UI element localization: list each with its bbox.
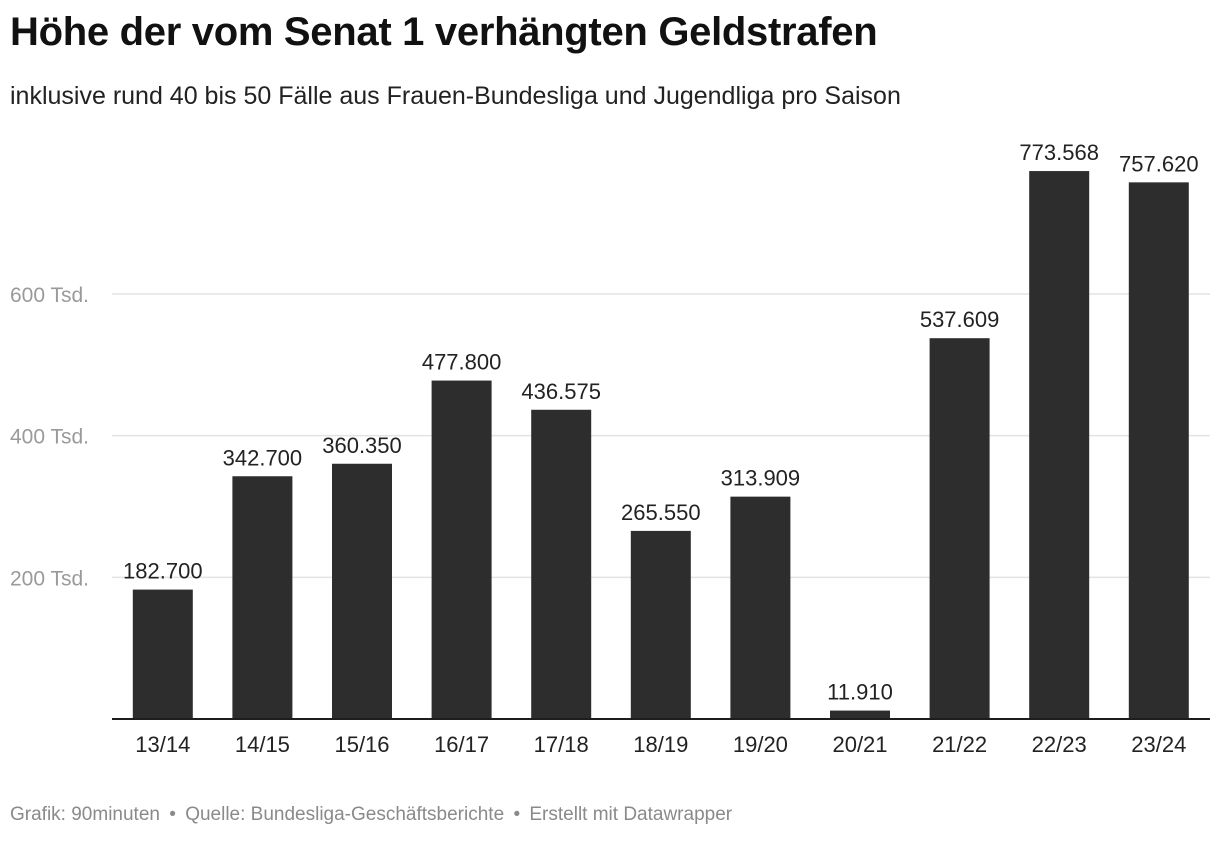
data-label: 313.909 xyxy=(721,466,801,491)
x-tick-label: 16/17 xyxy=(434,732,489,757)
data-label: 477.800 xyxy=(422,350,502,375)
data-label: 436.575 xyxy=(521,379,601,404)
footer-separator: • xyxy=(513,804,521,825)
footer-grafik: Grafik: 90minuten xyxy=(10,804,160,825)
bar xyxy=(531,409,592,719)
data-label: 342.700 xyxy=(223,445,303,470)
bar xyxy=(830,710,890,719)
data-label: 265.550 xyxy=(621,500,701,525)
data-label: 537.609 xyxy=(920,307,1000,332)
x-tick-label: 14/15 xyxy=(235,732,290,757)
chart-title: Höhe der vom Senat 1 verhängten Geldstra… xyxy=(10,10,878,54)
bar xyxy=(431,380,492,719)
bar xyxy=(1128,182,1189,720)
data-label: 11.910 xyxy=(827,680,893,705)
footer-quelle: Quelle: Bundesliga-Geschäftsberichte xyxy=(185,804,505,825)
footer: Grafik: 90minuten • Quelle: Bundesliga-G… xyxy=(10,804,732,826)
bar xyxy=(730,496,791,719)
x-tick-label: 15/16 xyxy=(334,732,389,757)
data-label: 773.568 xyxy=(1019,140,1099,165)
y-tick-label: 400 Tsd. xyxy=(10,426,89,449)
bar xyxy=(132,589,193,719)
chart-subtitle: inklusive rund 40 bis 50 Fälle aus Fraue… xyxy=(10,82,901,110)
x-tick-label: 21/22 xyxy=(932,732,987,757)
x-tick-label: 23/24 xyxy=(1131,732,1186,757)
y-tick-label: 600 Tsd. xyxy=(10,284,89,307)
footer-separator: • xyxy=(169,804,176,825)
x-tick-label: 20/21 xyxy=(832,732,887,757)
x-tick-label: 18/19 xyxy=(633,732,688,757)
bar xyxy=(332,463,392,719)
x-tick-label: 19/20 xyxy=(733,732,788,757)
data-label: 757.620 xyxy=(1119,151,1199,176)
x-tick-label: 17/18 xyxy=(534,732,589,757)
x-tick-label: 22/23 xyxy=(1032,732,1087,757)
x-tick-label: 13/14 xyxy=(135,732,190,757)
y-tick-label: 200 Tsd. xyxy=(10,567,89,590)
bar xyxy=(232,476,293,719)
data-label: 182.700 xyxy=(123,559,203,584)
footer-erstellt: Erstellt mit Datawrapper xyxy=(529,804,733,825)
bar xyxy=(1029,171,1090,719)
data-label: 360.350 xyxy=(322,433,402,458)
bar xyxy=(929,338,990,719)
bar xyxy=(630,530,691,719)
